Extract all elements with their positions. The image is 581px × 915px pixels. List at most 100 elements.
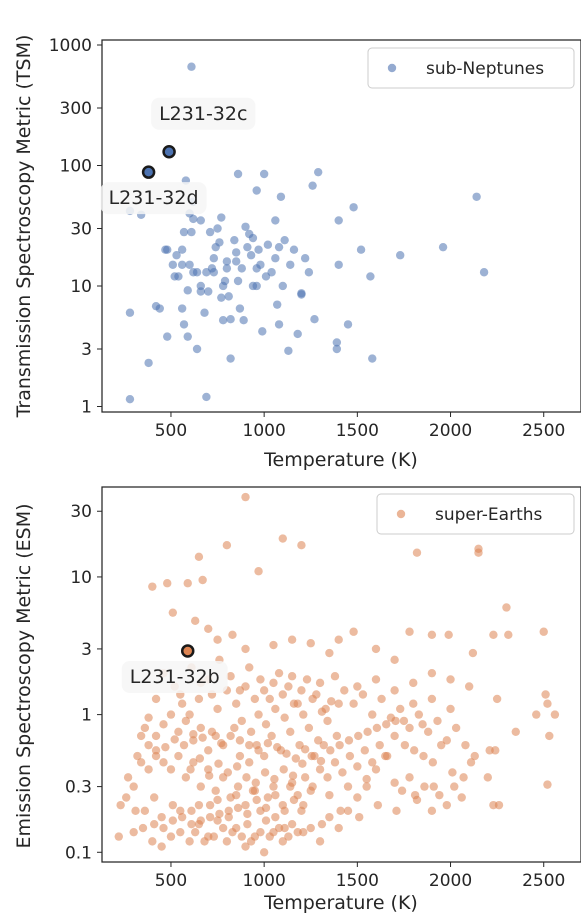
- esm-data-point: [448, 768, 457, 777]
- esm-data-point: [304, 723, 314, 733]
- esm-data-point: [396, 704, 405, 714]
- esm-data-point: [194, 800, 204, 810]
- esm-legend-label: super-Earths: [435, 505, 543, 525]
- esm-data-point: [349, 699, 358, 708]
- esm-data-point: [353, 762, 362, 771]
- esm-data-point: [550, 710, 560, 719]
- tsm-data-point: [168, 260, 178, 269]
- esm-data-point: [213, 704, 222, 714]
- tsm-data-point: [125, 308, 135, 317]
- esm-data-point: [280, 806, 289, 816]
- tsm-data-point: [263, 240, 273, 249]
- esm-data-point: [196, 723, 205, 733]
- esm-data-point: [315, 678, 325, 688]
- esm-data-point: [261, 720, 271, 729]
- esm-data-point: [271, 704, 280, 714]
- esm-data-point: [177, 812, 187, 822]
- esm-data-point: [442, 736, 452, 745]
- esm-data-point: [427, 694, 437, 704]
- esm-data-point: [405, 723, 414, 733]
- esm-data-point: [246, 727, 256, 737]
- esm-data-point: [306, 639, 315, 648]
- tsm-data-point: [233, 169, 243, 179]
- esm-data-point: [363, 727, 372, 737]
- esm-data-point: [489, 800, 498, 810]
- esm-data-point: [204, 771, 214, 780]
- esm-data-point: [382, 720, 391, 729]
- esm-data-point: [194, 694, 204, 704]
- esm-data-point: [274, 823, 284, 833]
- esm-data-point: [149, 793, 159, 802]
- tsm-data-point: [271, 216, 280, 225]
- esm-data-point: [129, 782, 138, 791]
- esm-data-point: [382, 751, 392, 761]
- tsm-data-point: [177, 304, 187, 313]
- esm-y-axis-label: Emission Spectroscopy Metric (ESM): [13, 503, 35, 848]
- tsm-data-point: [300, 254, 310, 263]
- tsm-data-point: [438, 242, 448, 252]
- tsm-data-point: [286, 260, 295, 269]
- esm-data-point: [223, 768, 233, 777]
- esm-data-point: [195, 754, 205, 763]
- esm-data-point: [375, 740, 384, 750]
- esm-data-point: [213, 795, 222, 805]
- esm-data-point: [205, 812, 215, 822]
- esm-y-tick-label: 10: [70, 568, 92, 588]
- esm-data-point: [183, 579, 192, 588]
- esm-data-point: [308, 694, 317, 704]
- esm-data-point: [287, 672, 297, 681]
- esm-data-point: [151, 731, 161, 741]
- esm-data-point: [189, 730, 198, 739]
- esm-data-point: [297, 541, 306, 550]
- esm-data-point: [310, 751, 319, 761]
- esm-data-point: [204, 624, 213, 634]
- planet-label-box: [121, 660, 228, 693]
- tsm-y-tick-label: 300: [60, 99, 92, 119]
- esm-data-point: [213, 816, 222, 825]
- tsm-data-point: [209, 268, 219, 277]
- esm-data-point: [261, 816, 271, 825]
- esm-data-point: [245, 758, 254, 767]
- planet-label-l231-32c: L231-32c: [159, 103, 247, 125]
- tsm-data-point: [183, 286, 192, 295]
- esm-data-point: [302, 675, 312, 684]
- esm-y-tick-label: 0.3: [65, 778, 92, 798]
- esm-data-point: [362, 782, 371, 791]
- esm-data-point: [344, 736, 354, 745]
- esm-data-point: [261, 803, 271, 813]
- esm-data-point: [187, 806, 196, 816]
- esm-data-point: [241, 842, 250, 851]
- esm-data-point: [300, 773, 310, 782]
- esm-data-point: [291, 754, 301, 763]
- esm-data-point: [140, 723, 150, 733]
- tsm-data-point: [196, 287, 205, 296]
- esm-data-point: [278, 534, 287, 543]
- esm-data-point: [457, 793, 466, 802]
- esm-data-point: [259, 848, 269, 857]
- esm-data-point: [446, 675, 455, 684]
- esm-data-point: [317, 819, 327, 829]
- esm-data-point: [174, 751, 183, 761]
- tsm-legend-label: sub-Neptunes: [426, 59, 544, 79]
- tsm-data-point: [231, 257, 241, 266]
- esm-data-point: [159, 823, 168, 833]
- tsm-data-point: [256, 260, 265, 269]
- planet-label-box: [151, 97, 256, 130]
- esm-data-point: [392, 806, 401, 816]
- esm-data-point: [297, 686, 306, 695]
- esm-data-point: [237, 716, 246, 726]
- tsm-data-point: [161, 245, 170, 254]
- esm-data-point: [131, 806, 140, 816]
- tsm-legend-marker: [387, 63, 397, 73]
- esm-data-point: [189, 736, 198, 745]
- esm-data-point: [215, 809, 224, 819]
- esm-data-point: [174, 727, 183, 737]
- esm-data-point: [271, 790, 280, 800]
- esm-data-point: [241, 492, 250, 502]
- tsm-data-point: [396, 251, 405, 260]
- esm-data-point: [372, 723, 382, 733]
- esm-data-point: [233, 803, 243, 813]
- esm-data-point: [409, 746, 419, 755]
- tsm-data-point: [125, 394, 135, 404]
- esm-data-point: [251, 778, 260, 787]
